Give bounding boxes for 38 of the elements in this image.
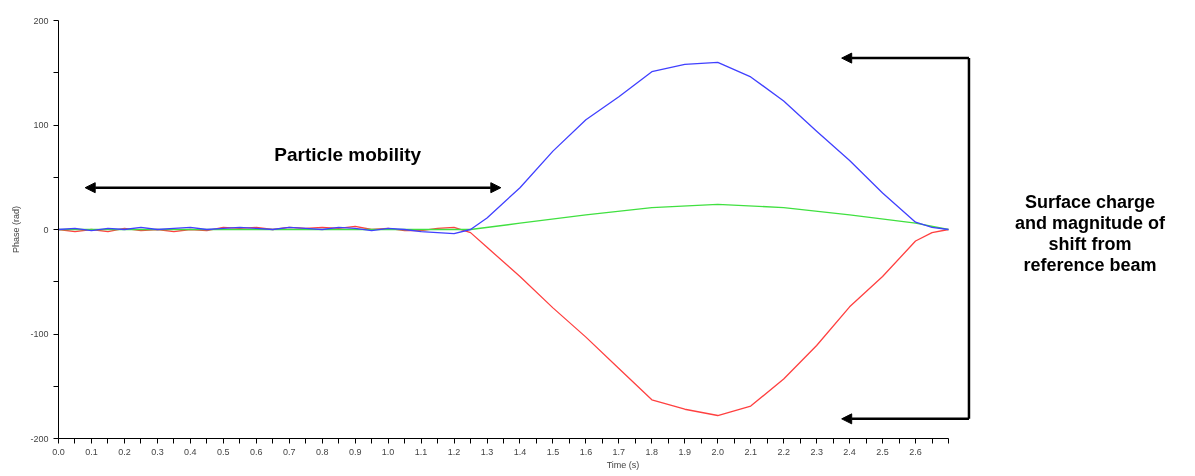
x-tick-label: 1.5 [546, 446, 560, 457]
x-tick-label: 0.6 [250, 446, 263, 457]
x-tick-label: 1.3 [480, 446, 494, 457]
x-axis-title: Time (s) [606, 459, 640, 470]
x-tick-label: 2.3 [810, 446, 823, 457]
x-tick-label: 1.6 [579, 446, 593, 457]
x-tick-label: 2.5 [876, 446, 889, 457]
x-tick-label: 0.4 [184, 446, 197, 457]
x-tick-label: 1.4 [513, 446, 527, 457]
x-tick-label: 2.0 [711, 446, 725, 457]
y-tick-label: 200 [33, 15, 49, 26]
x-tick-label: 0.2 [118, 446, 131, 457]
y-tick-label: 0 [43, 224, 49, 235]
x-tick-label: 2.4 [843, 446, 856, 457]
x-tick-label: 1.7 [612, 446, 626, 457]
x-tick-label: 0.7 [282, 446, 296, 457]
x-tick-label: 1.9 [678, 446, 692, 457]
y-tick-label: -100 [30, 329, 49, 339]
x-tick-label: 2.6 [909, 446, 922, 457]
x-tick-label: 2.1 [744, 446, 757, 457]
x-tick-label: 0.9 [348, 446, 362, 457]
x-tick-label: 2.2 [777, 446, 790, 457]
x-tick-label: 0.8 [315, 446, 329, 457]
annotation: Particle mobility [274, 143, 422, 165]
x-tick-label: 0.0 [52, 446, 65, 457]
x-tick-label: 0.1 [85, 446, 98, 457]
text: Surface charge and magnitude of shift from reference beam [1015, 192, 1167, 276]
x-tick-label: 0.5 [217, 446, 230, 457]
line-series [58, 225, 950, 417]
x-tick-label: 0.3 [151, 446, 164, 457]
line-series [58, 61, 950, 235]
x-tick-label: 1.2 [447, 446, 461, 457]
y-axis-title: Phase (rad) [11, 205, 22, 254]
y-tick-label: -200 [30, 433, 49, 444]
y-tick-label: 100 [33, 120, 49, 130]
x-tick-label: 1.1 [414, 446, 428, 457]
x-tick-label: 1.0 [381, 446, 395, 457]
x-tick-label: 1.8 [645, 446, 659, 457]
